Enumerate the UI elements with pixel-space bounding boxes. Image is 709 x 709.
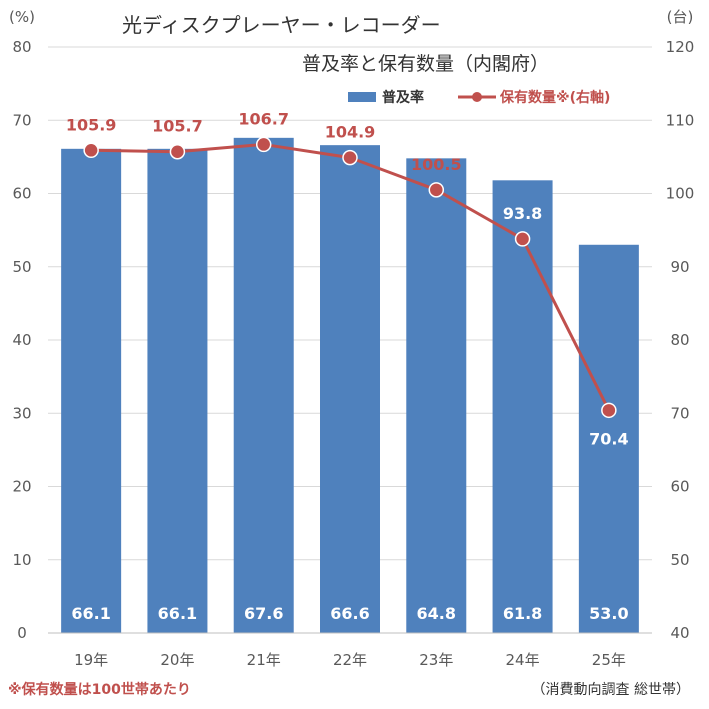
line-series [83, 136, 617, 419]
right-tick-label: 70 [670, 404, 689, 422]
line-point [601, 402, 617, 419]
x-tick-label: 20年 [160, 651, 194, 669]
line-value-label: 93.8 [503, 204, 542, 223]
left-axis-unit: (%) [9, 8, 35, 26]
legend-line-marker [472, 92, 482, 102]
axes: 0 10 20 30 40 50 60 70 80 40 50 60 70 80 90 100 110 120 19… [12, 38, 694, 669]
legend: 普及率 保有数量※(右軸) [348, 89, 610, 106]
line-point [514, 231, 531, 247]
right-tick-label: 90 [670, 258, 689, 276]
bar-value-label: 67.6 [244, 604, 283, 623]
line-point [342, 149, 358, 166]
source-note: （消費動向調査 総世帯） [532, 682, 690, 698]
bar [320, 145, 380, 633]
data-labels: 66.1 66.1 67.6 66.6 64.8 61.8 53.0 105.9 105.7 10… [66, 109, 629, 623]
left-tick-label: 10 [12, 551, 31, 569]
x-tick-label: 23年 [419, 651, 453, 669]
right-tick-label: 50 [670, 551, 689, 569]
legend-bar-label: 普及率 [382, 89, 424, 106]
left-tick-label: 50 [12, 258, 31, 276]
line-point [428, 182, 445, 198]
line-value-label: 100.5 [411, 155, 462, 174]
left-tick-label: 40 [12, 331, 31, 349]
bar-value-label: 61.8 [503, 604, 542, 623]
left-tick-label: 80 [12, 38, 31, 56]
bar [147, 148, 208, 633]
bar [233, 137, 294, 633]
chart-subtitle: 普及率と保有数量（内閣府） [302, 53, 549, 75]
bar-value-label: 66.6 [330, 604, 369, 623]
right-tick-label: 120 [666, 38, 695, 56]
left-tick-label: 0 [17, 624, 27, 642]
left-tick-label: 60 [12, 185, 31, 203]
left-tick-label: 30 [12, 404, 31, 422]
bar-value-label: 53.0 [589, 604, 628, 623]
line-value-label: 105.7 [152, 117, 203, 136]
right-tick-label: 100 [666, 185, 695, 203]
bar-series [61, 137, 639, 633]
bar [492, 180, 553, 633]
footnote: ※保有数量は100世帯あたり [8, 681, 191, 698]
right-tick-label: 80 [670, 331, 689, 349]
left-tick-label: 70 [12, 111, 31, 129]
right-tick-label: 40 [670, 624, 689, 642]
bar-value-label: 66.1 [158, 604, 197, 623]
bar-value-label: 66.1 [71, 604, 110, 623]
line-value-label: 104.9 [325, 123, 376, 142]
legend-bar-swatch [348, 92, 376, 102]
bar [578, 244, 639, 633]
legend-line-label: 保有数量※(右軸) [499, 89, 610, 106]
line-point [83, 142, 99, 159]
x-tick-label: 24年 [506, 651, 540, 669]
bar-value-label: 64.8 [417, 604, 456, 623]
line-value-label: 105.9 [66, 115, 117, 134]
x-tick-label: 22年 [333, 651, 367, 669]
x-tick-label: 19年 [74, 651, 108, 669]
line-point [255, 136, 272, 153]
bar [61, 148, 122, 633]
line-point [169, 143, 186, 160]
left-tick-label: 20 [12, 478, 31, 496]
x-tick-label: 21年 [247, 651, 281, 669]
line-value-label: 70.4 [589, 429, 628, 448]
right-tick-label: 110 [666, 111, 695, 129]
right-tick-label: 60 [670, 478, 689, 496]
right-axis-unit: (台) [667, 8, 694, 26]
x-tick-label: 25年 [592, 651, 626, 669]
bar [406, 158, 467, 633]
chart-title: 光ディスクプレーヤー・レコーダー [122, 13, 441, 37]
line-value-label: 106.7 [238, 109, 289, 128]
